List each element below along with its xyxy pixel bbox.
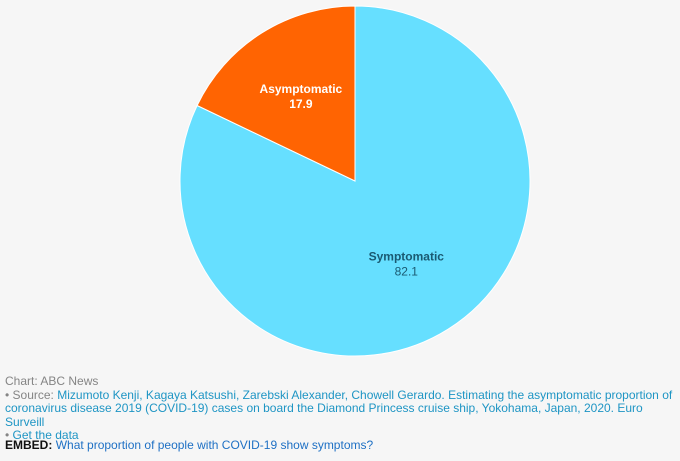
embed-link[interactable]: What proportion of people with COVID-19 … [55, 438, 374, 452]
pie-label-value-symptomatic: 82.1 [395, 264, 419, 278]
get-data-prefix: • [5, 428, 13, 442]
source-prefix: • Source: [5, 387, 58, 402]
pie-slice-asymptomatic[interactable] [196, 5, 356, 182]
get-data-line: • Get the data [5, 428, 677, 443]
embed-label: EMBED: [5, 438, 53, 452]
pie-label-name-symptomatic: Symptomatic [369, 249, 445, 263]
source-line: • Source: Mizumoto Kenji, Kagaya Katsush… [5, 387, 677, 430]
source-link[interactable]: Mizumoto Kenji, Kagaya Katsushi, Zarebsk… [5, 387, 673, 429]
chart-credit: Chart: ABC News [5, 374, 99, 388]
pie-label-value-asymptomatic: 17.9 [289, 97, 313, 111]
get-data-link[interactable]: Get the data [12, 428, 79, 442]
pie-chart: Symptomatic 82.1 Asymptomatic 17.9 [179, 5, 531, 357]
embed-row: EMBED: What proportion of people with CO… [5, 438, 373, 452]
pie-label-name-asymptomatic: Asymptomatic [260, 82, 343, 96]
chart-footer: Chart: ABC News • Source: Mizumoto Kenji… [5, 374, 677, 443]
